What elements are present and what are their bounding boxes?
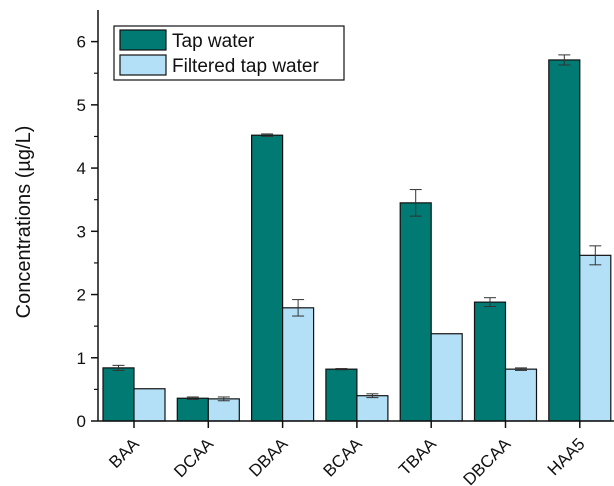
- x-tick-label: DBCAA: [459, 434, 514, 486]
- x-tick-label: DBAA: [245, 434, 292, 481]
- y-tick-label: 2: [77, 286, 86, 305]
- bar-filtered-tap-water: [430, 333, 463, 422]
- y-tick-label: 0: [77, 412, 86, 431]
- bar-filtered-tap-water: [504, 368, 538, 422]
- bar-filtered-tap-water: [207, 398, 240, 422]
- y-tick-label: 4: [77, 159, 86, 178]
- bar-tap-water: [325, 368, 358, 422]
- y-tick-label: 1: [77, 349, 86, 368]
- y-axis-label: Concentrations (µg/L): [13, 126, 35, 319]
- y-axis: 0 1 2 3 4 5 6: [77, 33, 98, 431]
- legend-label: Tap water: [172, 31, 255, 52]
- legend-label: Filtered tap water: [172, 56, 319, 77]
- bar-filtered-tap-water: [133, 388, 166, 422]
- bar-tap-water: [102, 367, 135, 422]
- x-axis: BAA DCAA DBAA BCAA TBAA DBCAA HAA5: [105, 421, 589, 486]
- bar-tap-water: [548, 59, 581, 422]
- error-bars: [112, 54, 602, 402]
- bar-tap-water: [251, 134, 284, 422]
- x-tick-label: HAA5: [544, 434, 589, 479]
- legend-swatch: [119, 54, 167, 76]
- y-tick-label: 3: [77, 222, 86, 241]
- bar-filtered-tap-water: [356, 395, 389, 422]
- x-tick-label: TBAA: [395, 434, 440, 479]
- bars: [102, 59, 612, 422]
- x-tick-label: BAA: [105, 434, 143, 472]
- y-tick-label: 5: [77, 96, 86, 115]
- x-tick-label: DCAA: [170, 434, 217, 481]
- axes-frame: [97, 10, 614, 422]
- bar-tap-water: [473, 301, 507, 422]
- y-tick-label: 6: [77, 33, 86, 52]
- bar-tap-water: [399, 202, 432, 422]
- legend-swatch: [119, 29, 167, 51]
- legend: Tap water Filtered tap water: [113, 25, 345, 81]
- bar-tap-water: [176, 397, 209, 422]
- x-tick-label: BCAA: [320, 434, 367, 481]
- bar-filtered-tap-water: [579, 254, 612, 422]
- bar-filtered-tap-water: [282, 307, 315, 422]
